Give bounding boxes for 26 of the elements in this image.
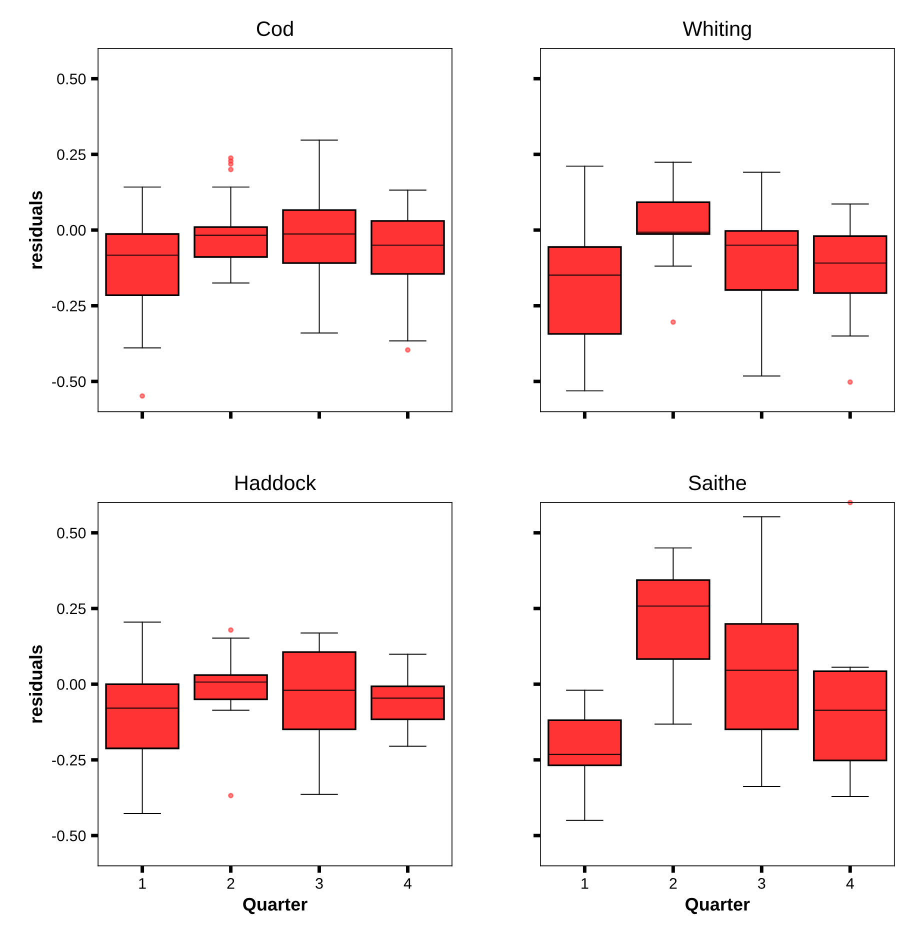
y-tick-label: -0.25 <box>52 300 86 312</box>
x-tick-label: 4 <box>404 878 412 889</box>
y-tick-label: 0.00 <box>57 224 86 236</box>
chart-title: Haddock <box>236 474 316 490</box>
x-axis-title: Quarter <box>243 898 308 914</box>
y-tick-label: -0.50 <box>52 830 86 842</box>
y-tick-label: -0.25 <box>52 754 86 766</box>
x-tick-label: 3 <box>316 878 323 889</box>
x-tick-label: 2 <box>670 878 677 889</box>
y-tick-label: -0.50 <box>52 376 86 388</box>
x-tick-label: 1 <box>582 878 588 889</box>
chart-title: Saithe <box>688 474 746 490</box>
y-tick-label: 0.50 <box>57 74 86 84</box>
y-tick-label: 0.25 <box>57 149 86 160</box>
y-tick-label: 0.25 <box>57 603 86 614</box>
x-tick-label: 1 <box>139 878 146 889</box>
x-tick-label: 4 <box>846 878 854 889</box>
x-tick-label: 2 <box>227 878 234 889</box>
x-tick-label: 3 <box>758 878 766 889</box>
y-tick-label: 0.50 <box>57 528 86 538</box>
y-axis-title: residuals <box>29 645 42 723</box>
chart-title: Cod <box>256 20 293 36</box>
y-axis-title: residuals <box>29 191 42 269</box>
x-axis-title: Quarter <box>686 898 750 914</box>
y-tick-label: 0.00 <box>57 679 86 690</box>
chart-title: Whiting <box>682 20 751 40</box>
